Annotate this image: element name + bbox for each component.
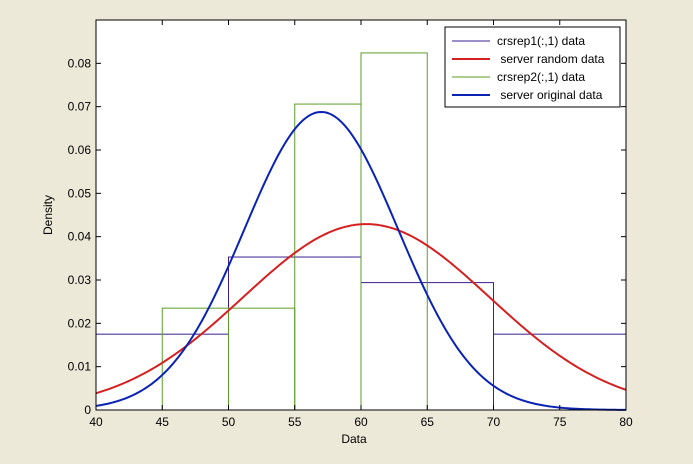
x-tick-label: 45	[156, 415, 170, 429]
x-tick-label: 70	[487, 415, 501, 429]
pdf-curve	[95, 110, 627, 411]
x-tick-label: 75	[553, 415, 567, 429]
x-tick-label: 40	[89, 415, 103, 429]
x-tick-label: 50	[222, 415, 236, 429]
legend-label-server-original: server original data	[497, 88, 603, 102]
y-axis-label: Density	[41, 195, 55, 235]
y-tick-label: 0.01	[68, 360, 92, 374]
legend-label-crsrep2: crsrep2(:,1) data	[497, 70, 585, 84]
y-tick-label: 0.04	[68, 230, 92, 244]
legend-box	[444, 26, 621, 108]
x-tick-label: 65	[421, 415, 435, 429]
y-tick-label: 0.07	[68, 100, 92, 114]
y-tick-label: 0.05	[68, 186, 92, 200]
legend: crsrep1(:,1) data server random data crs…	[444, 26, 621, 108]
y-tick-label: 0	[84, 403, 91, 417]
y-tick-label: 0.08	[68, 56, 92, 70]
x-tick-label: 55	[288, 415, 302, 429]
y-tick-label: 0.02	[68, 316, 92, 330]
legend-label-server-random: server random data	[497, 52, 605, 66]
y-tick-label: 0.06	[68, 143, 92, 157]
legend-label-crsrep1: crsrep1(:,1) data	[497, 34, 585, 48]
y-tick-label: 0.03	[68, 273, 92, 287]
x-axis-label: Data	[341, 432, 367, 446]
x-tick-label: 80	[619, 415, 633, 429]
axis-ticks: 40 45 50 55 60 65 70 75 80 0 0.01 0.02 0.03 0.04 0.05 0…	[68, 20, 633, 429]
x-tick-label: 60	[354, 415, 368, 429]
